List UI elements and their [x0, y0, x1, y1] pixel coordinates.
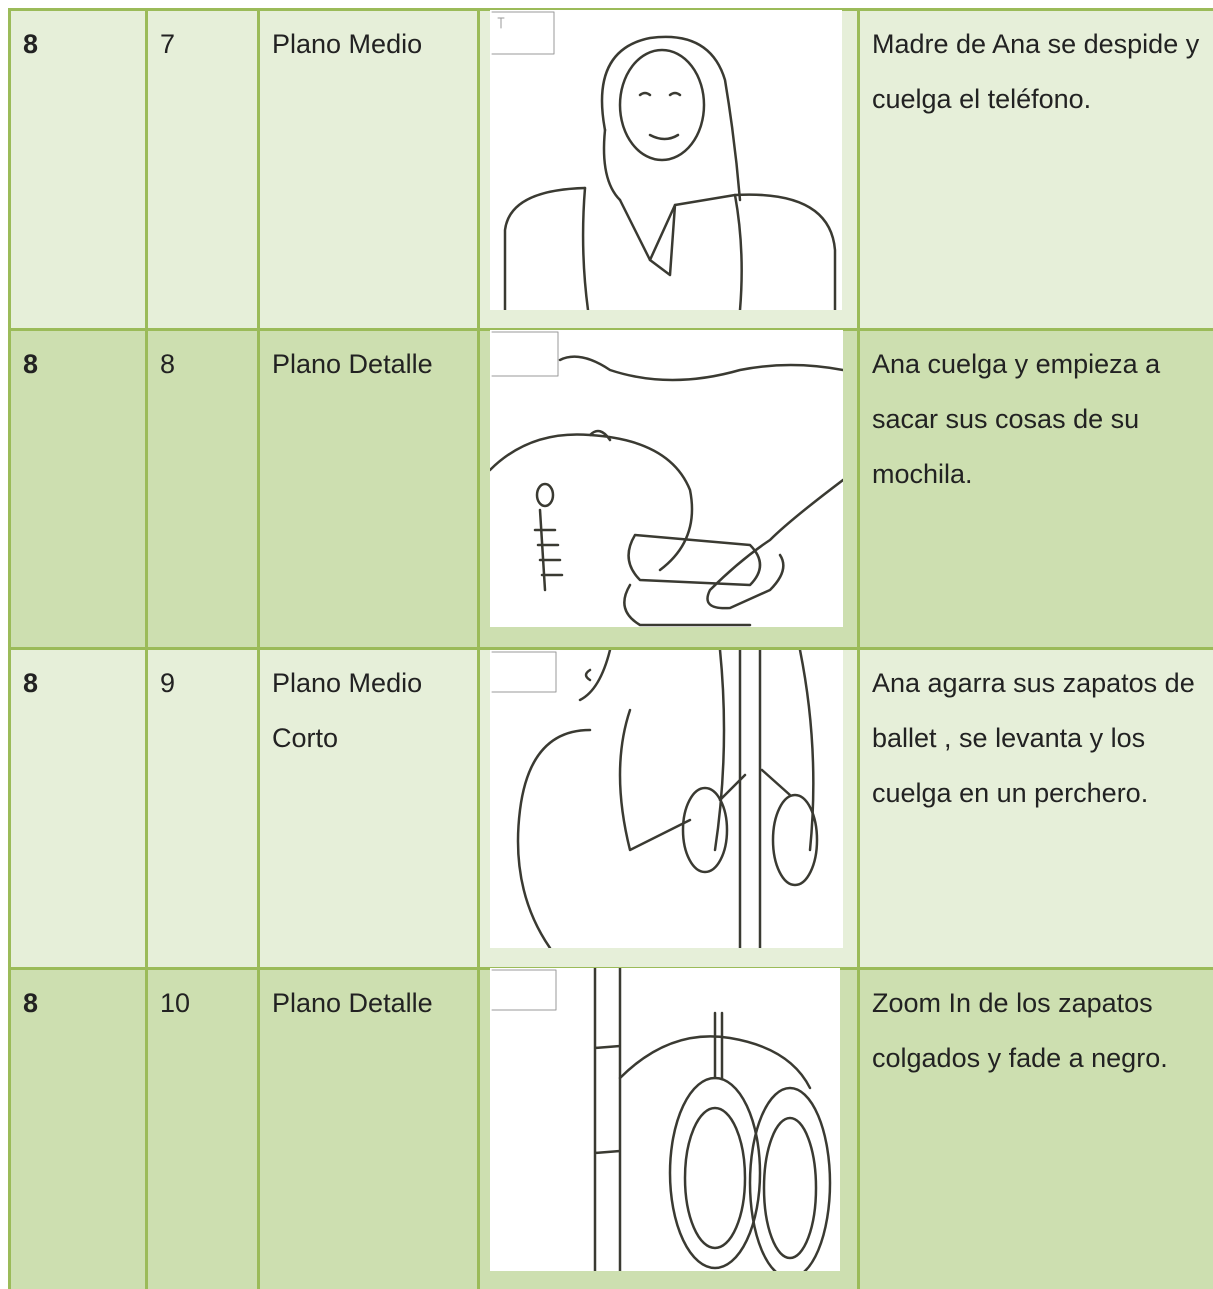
scene-number: 8: [8, 8, 145, 328]
shot-number: 10: [145, 967, 257, 1289]
sketch-hanging-shoes: [490, 650, 843, 948]
scene-number: 8: [8, 647, 145, 967]
scene-number: 8: [8, 328, 145, 647]
scene-number: 8: [8, 967, 145, 1289]
description: Zoom In de los zapatos colgados y fade a…: [857, 967, 1213, 1289]
sketch-shoes-closeup: [490, 968, 840, 1271]
shot-type: Plano Medio: [257, 8, 477, 328]
description: Madre de Ana se despide y cuelga el telé…: [857, 8, 1213, 328]
sketch-backpack: [490, 330, 843, 627]
shot-type: Plano Medio Corto: [257, 647, 477, 967]
shot-number: 9: [145, 647, 257, 967]
description: Ana cuelga y empieza a sacar sus cosas d…: [857, 328, 1213, 647]
sketch-mother-phone: [490, 10, 842, 310]
shot-number: 8: [145, 328, 257, 647]
description: Ana agarra sus zapatos de ballet , se le…: [857, 647, 1213, 967]
shot-number: 7: [145, 8, 257, 328]
shot-type: Plano Detalle: [257, 967, 477, 1289]
shot-type: Plano Detalle: [257, 328, 477, 647]
